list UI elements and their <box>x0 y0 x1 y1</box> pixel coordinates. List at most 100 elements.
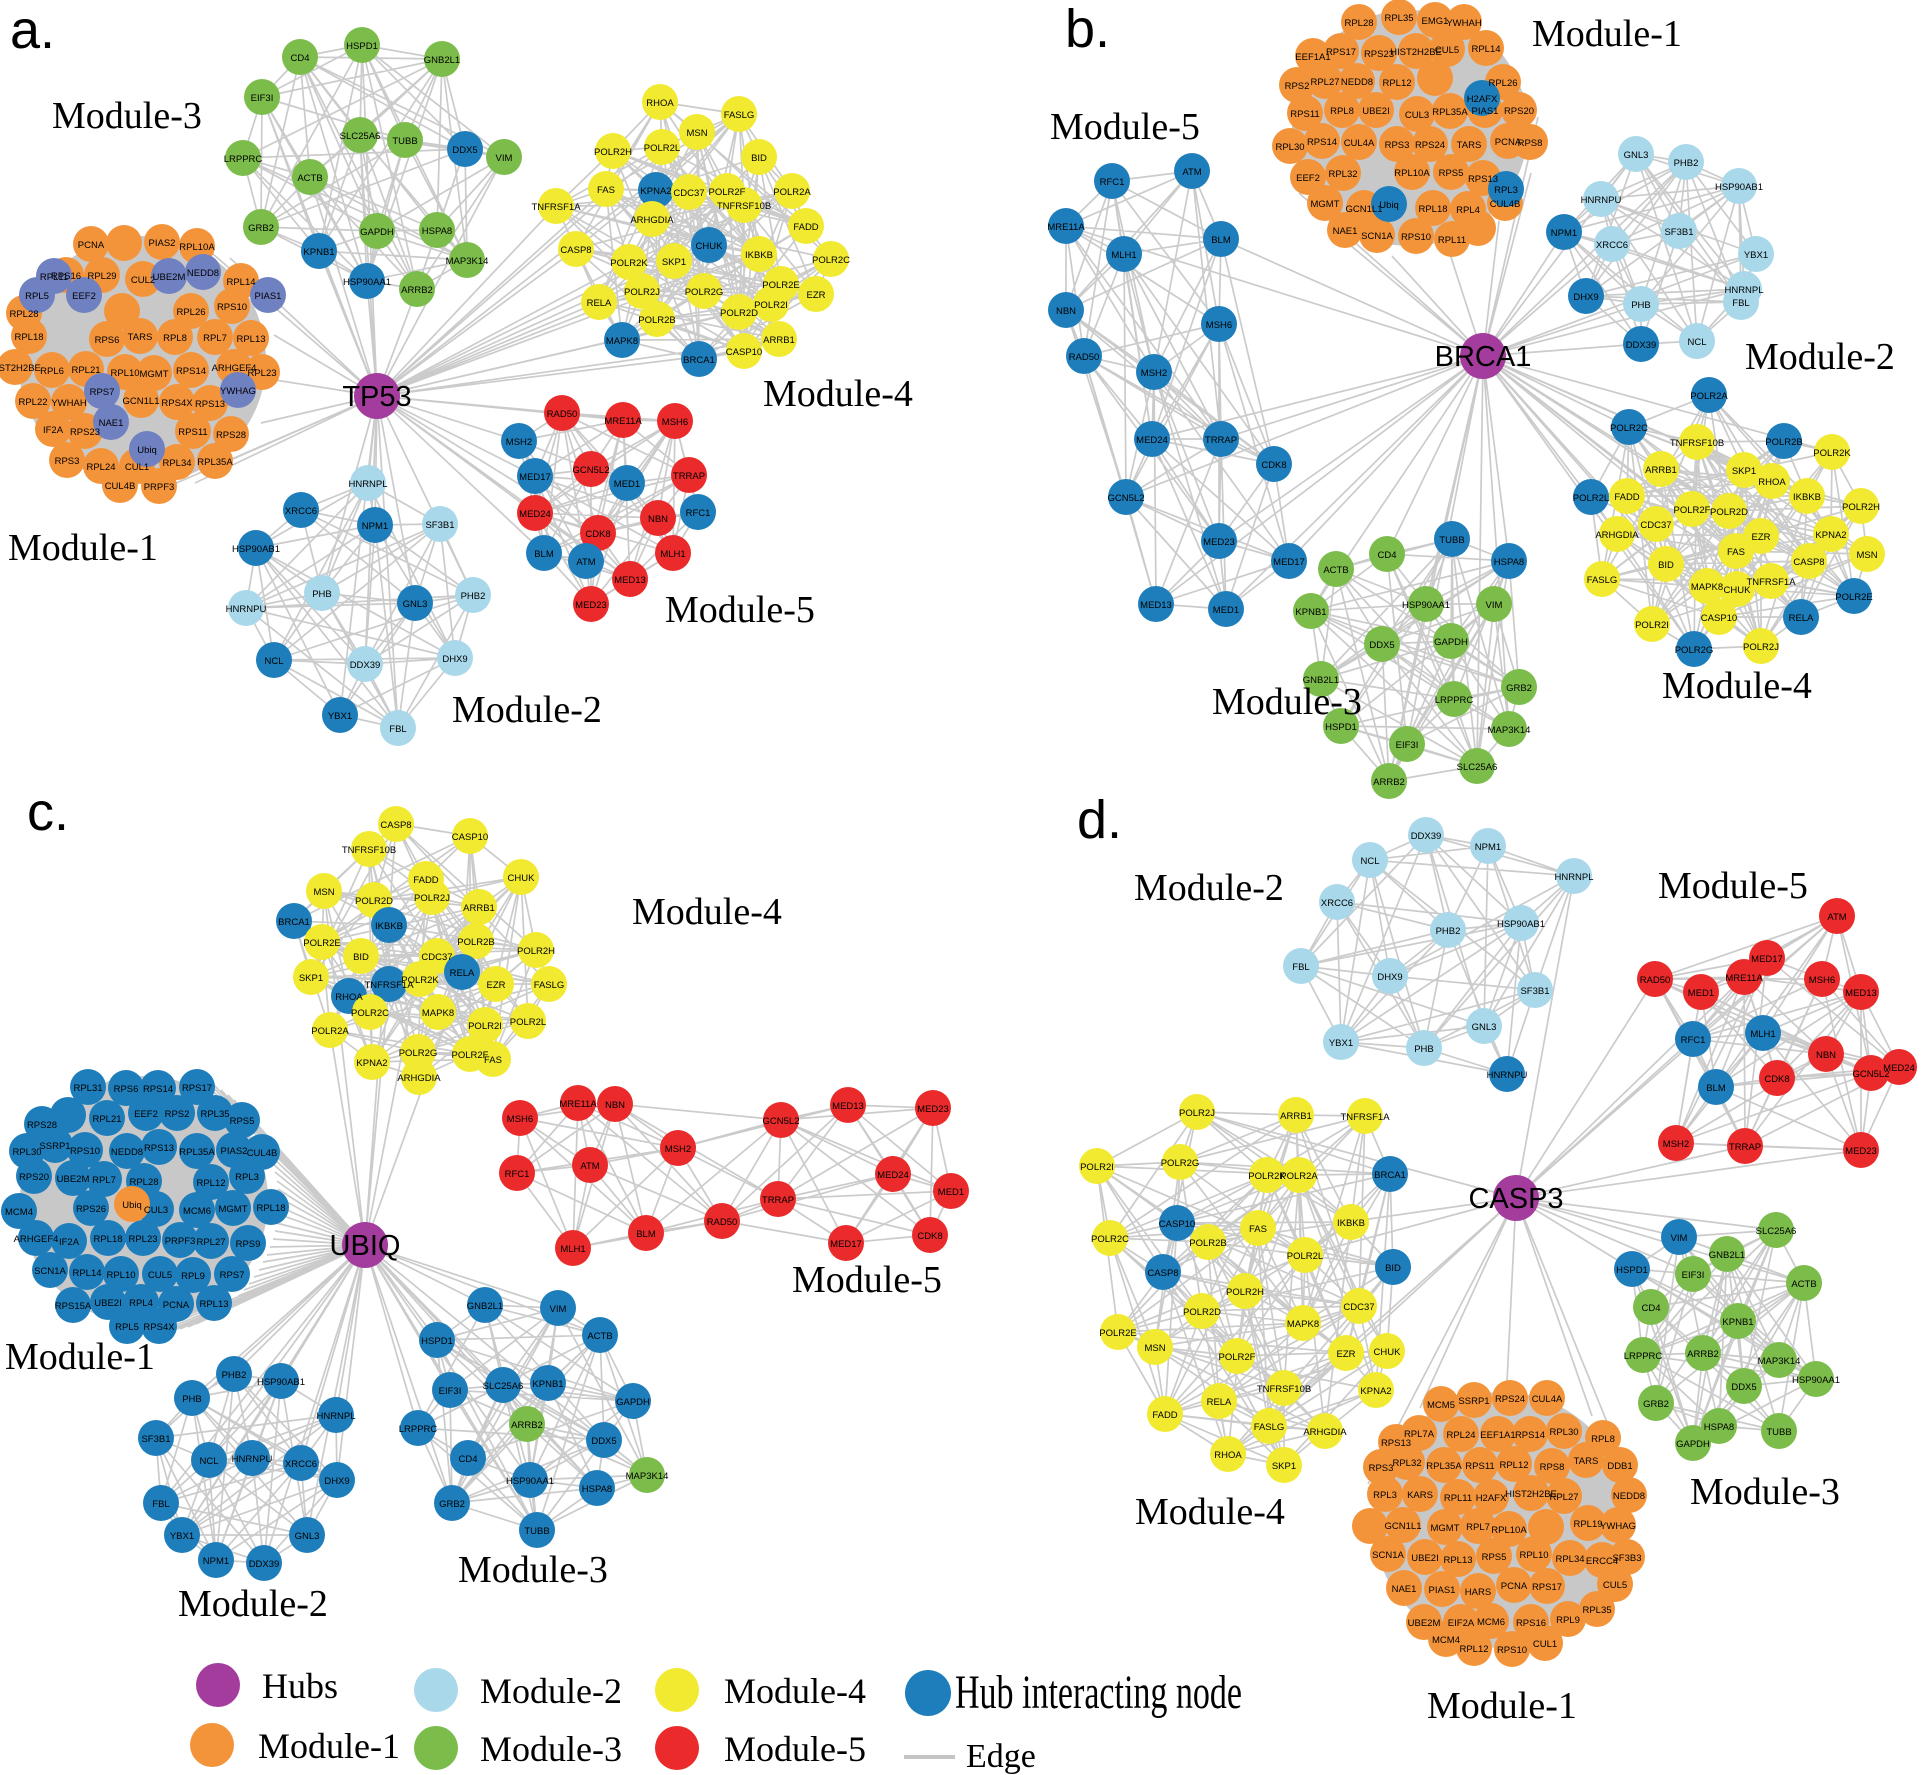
svg-text:RPL18: RPL18 <box>1418 204 1447 215</box>
svg-text:PHB: PHB <box>312 589 332 600</box>
svg-text:POLR2E: POLR2E <box>1099 1328 1137 1339</box>
svg-text:ARHGEF4: ARHGEF4 <box>212 363 257 374</box>
svg-text:RPS2: RPS2 <box>1285 81 1310 92</box>
svg-text:Hubs: Hubs <box>262 1666 338 1706</box>
svg-text:HIST2H2BE: HIST2H2BE <box>1505 1489 1557 1500</box>
svg-text:CUL4B: CUL4B <box>247 1148 278 1159</box>
svg-text:BID: BID <box>353 952 369 963</box>
svg-text:CHUK: CHUK <box>1724 585 1752 596</box>
svg-text:TUBB: TUBB <box>1766 1427 1791 1438</box>
svg-text:RPS4X: RPS4X <box>161 398 193 409</box>
svg-text:RPS17: RPS17 <box>1326 47 1356 58</box>
svg-text:KPNA2: KPNA2 <box>1360 1386 1391 1397</box>
svg-text:RPS23: RPS23 <box>1364 49 1394 60</box>
svg-text:RPL7: RPL7 <box>92 1175 116 1186</box>
svg-text:RFC1: RFC1 <box>1681 1035 1706 1046</box>
svg-text:MED23: MED23 <box>575 600 607 611</box>
svg-text:Hub interacting node: Hub interacting node <box>955 1666 1242 1719</box>
svg-text:RPL21: RPL21 <box>92 1114 121 1125</box>
svg-text:BLM: BLM <box>1211 235 1231 246</box>
svg-text:ERCC4: ERCC4 <box>1586 1556 1618 1567</box>
svg-text:TUBB: TUBB <box>524 1526 549 1537</box>
svg-text:DDX5: DDX5 <box>591 1436 616 1447</box>
svg-text:YBX1: YBX1 <box>1329 1038 1353 1049</box>
svg-text:RPS6: RPS6 <box>95 335 120 346</box>
svg-text:MCM4: MCM4 <box>1432 1635 1460 1646</box>
svg-text:Module-3: Module-3 <box>458 1549 608 1591</box>
svg-text:CDK8: CDK8 <box>917 1231 942 1242</box>
svg-text:PHB2: PHB2 <box>1436 926 1461 937</box>
svg-text:FBL: FBL <box>1292 962 1309 973</box>
svg-text:TNFRSF1A: TNFRSF1A <box>1746 577 1796 588</box>
svg-text:ATM: ATM <box>576 557 595 568</box>
svg-text:RAD50: RAD50 <box>1640 975 1671 986</box>
svg-text:Module-3: Module-3 <box>480 1729 622 1769</box>
svg-text:RELA: RELA <box>450 968 475 979</box>
svg-text:PHB2: PHB2 <box>461 591 486 602</box>
svg-text:POLR2B: POLR2B <box>457 937 495 948</box>
svg-text:CUL2: CUL2 <box>131 275 155 286</box>
svg-text:RPS28: RPS28 <box>216 430 246 441</box>
svg-text:Ubiq: Ubiq <box>137 445 157 456</box>
svg-text:HSP90AB1: HSP90AB1 <box>1497 919 1545 930</box>
svg-text:RPL26: RPL26 <box>176 307 205 318</box>
svg-text:BID: BID <box>751 153 767 164</box>
svg-text:RPL35: RPL35 <box>1582 1605 1611 1616</box>
svg-text:MRE11A: MRE11A <box>604 416 642 427</box>
svg-text:BRCA1: BRCA1 <box>1374 1170 1406 1181</box>
svg-text:PHB: PHB <box>182 1394 202 1405</box>
svg-text:RPL4: RPL4 <box>1456 205 1480 216</box>
svg-text:RPL27: RPL27 <box>1549 1492 1578 1503</box>
svg-text:DHX9: DHX9 <box>1377 972 1402 983</box>
svg-text:VIM: VIM <box>1671 1233 1688 1244</box>
svg-text:POLR2J: POLR2J <box>1179 1108 1215 1119</box>
svg-text:FAS: FAS <box>1727 547 1745 558</box>
svg-text:HSPD1: HSPD1 <box>1325 722 1357 733</box>
svg-text:RPL35A: RPL35A <box>1426 1461 1462 1472</box>
svg-text:GNB2L1: GNB2L1 <box>424 55 460 66</box>
svg-text:EEF2: EEF2 <box>1296 173 1320 184</box>
svg-text:CD4: CD4 <box>1377 550 1396 561</box>
svg-text:MRE11A: MRE11A <box>1725 973 1763 984</box>
svg-text:ARRB2: ARRB2 <box>1373 777 1405 788</box>
svg-text:RPL19: RPL19 <box>1573 1519 1602 1530</box>
svg-text:RPL28: RPL28 <box>1344 18 1373 29</box>
svg-text:RPL14: RPL14 <box>226 277 255 288</box>
svg-text:RPL18: RPL18 <box>14 332 43 343</box>
svg-text:BRCA1: BRCA1 <box>1435 341 1532 373</box>
svg-text:RPL35A: RPL35A <box>179 1147 215 1158</box>
svg-text:MGMT: MGMT <box>1430 1523 1459 1534</box>
svg-text:RAD50: RAD50 <box>1069 352 1100 363</box>
svg-text:TRRAP: TRRAP <box>1729 1142 1761 1153</box>
svg-text:FASLG: FASLG <box>1254 1422 1285 1433</box>
svg-text:b.: b. <box>1065 0 1110 59</box>
svg-text:RPL11: RPL11 <box>1438 235 1466 246</box>
svg-text:POLR2J: POLR2J <box>624 287 660 298</box>
svg-text:SLC25A6: SLC25A6 <box>483 1381 524 1392</box>
svg-text:RPL10A: RPL10A <box>1394 168 1430 179</box>
svg-text:GCN1L1: GCN1L1 <box>1385 1521 1422 1532</box>
svg-text:RPS24: RPS24 <box>1415 140 1445 151</box>
svg-text:MAPK8: MAPK8 <box>1691 582 1723 593</box>
svg-text:ATM: ATM <box>580 1161 599 1172</box>
svg-text:CDK8: CDK8 <box>585 529 610 540</box>
svg-text:POLR2G: POLR2G <box>685 287 724 298</box>
svg-text:HNRNPU: HNRNPU <box>232 1454 273 1465</box>
svg-text:RPL5: RPL5 <box>115 1322 139 1333</box>
svg-text:MED1: MED1 <box>614 479 640 490</box>
svg-text:RFC1: RFC1 <box>1100 177 1125 188</box>
svg-text:SCN1A: SCN1A <box>1361 231 1393 242</box>
svg-text:RPL8: RPL8 <box>1330 106 1354 117</box>
svg-text:MED17: MED17 <box>519 472 551 483</box>
svg-text:POLR2A: POLR2A <box>773 187 811 198</box>
svg-text:RPS13: RPS13 <box>144 1143 174 1154</box>
svg-text:RPS16: RPS16 <box>51 271 81 282</box>
svg-text:MAPK8: MAPK8 <box>422 1008 454 1019</box>
svg-text:EZR: EZR <box>807 290 826 301</box>
svg-text:RPL4: RPL4 <box>129 1298 153 1309</box>
svg-text:GCN1L1: GCN1L1 <box>1346 204 1383 215</box>
svg-text:Edge: Edge <box>966 1738 1036 1775</box>
svg-text:GAPDH: GAPDH <box>360 227 394 238</box>
svg-text:RPS13: RPS13 <box>195 399 225 410</box>
svg-text:RPL12: RPL12 <box>1499 1460 1528 1471</box>
